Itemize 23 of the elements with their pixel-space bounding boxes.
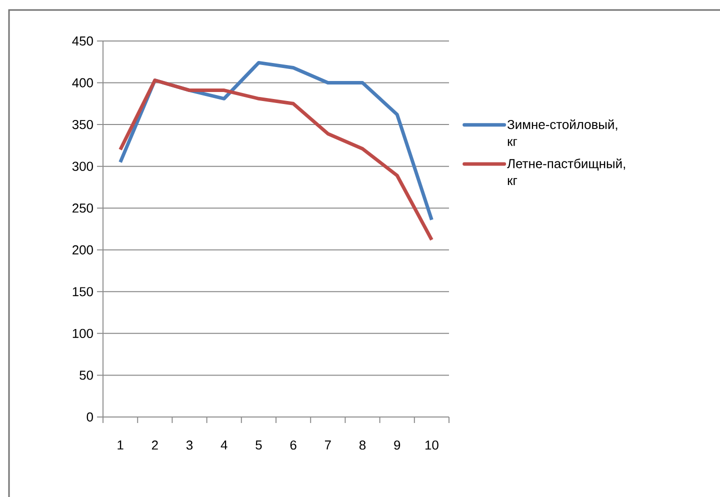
y-tick-label: 150: [72, 287, 93, 296]
x-tick-label: 6: [290, 440, 296, 450]
y-tick-label: 100: [72, 328, 93, 338]
y-tick-label: 400: [72, 78, 93, 88]
line-series: [118, 78, 434, 242]
x-tick-label: 9: [394, 440, 400, 450]
x-tick-label: 4: [220, 440, 228, 450]
x-tick-label: 10: [425, 440, 438, 450]
y-tick-label: 300: [72, 162, 93, 171]
x-tick-label: 1: [118, 440, 124, 450]
y-tick-label: 200: [72, 245, 93, 254]
y-tick-label: 50: [80, 370, 93, 380]
x-tick-label: 8: [359, 440, 366, 450]
x-tick-label: 2: [152, 440, 158, 450]
x-tick-label: 7: [324, 440, 331, 450]
legend-label: Зимне-стойловый, кг: [507, 119, 618, 146]
y-tick-label: 450: [72, 36, 93, 46]
x-tick-label: 3: [186, 440, 193, 450]
x-tick-label: 5: [256, 440, 262, 450]
legend-label: Летне-пастбищный, кг: [507, 158, 625, 186]
y-tick-label: 250: [72, 204, 93, 213]
y-tick-label: 350: [72, 120, 93, 130]
y-tick-label: 0: [86, 412, 93, 422]
